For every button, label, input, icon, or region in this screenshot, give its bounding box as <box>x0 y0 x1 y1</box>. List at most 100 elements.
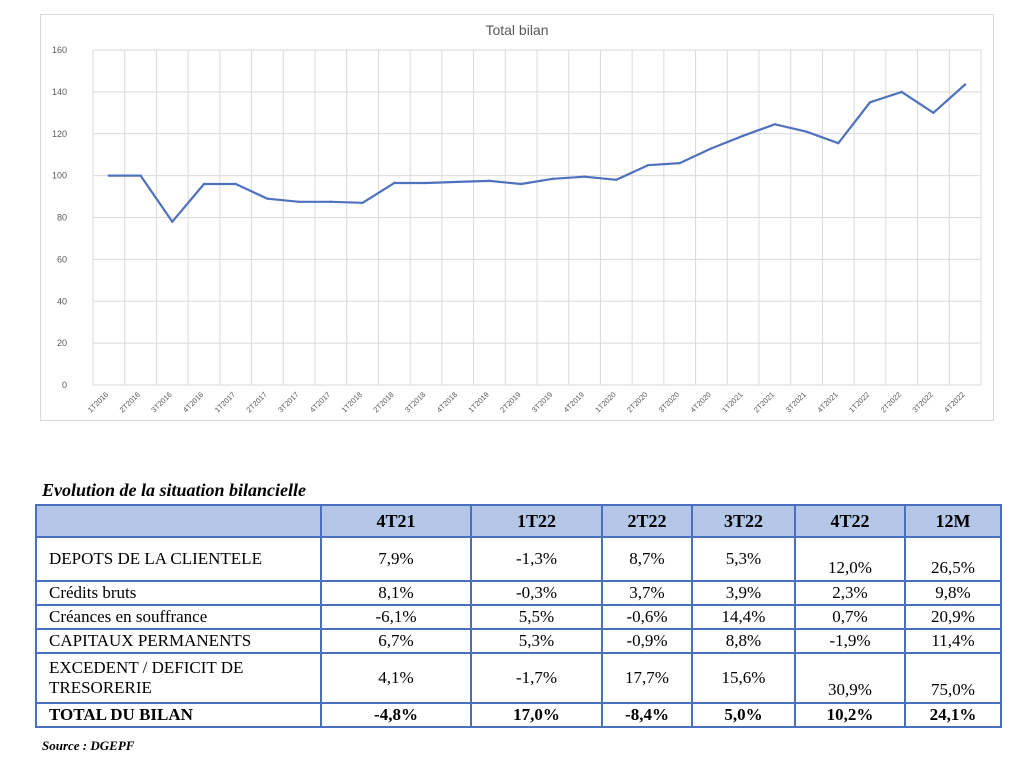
table-cell: -1,9% <box>794 628 906 654</box>
table-header-row: 4T21 1T22 2T22 3T22 4T22 12M <box>35 504 1002 538</box>
table-cell: 12,0% <box>794 536 906 582</box>
x-tick-label: 3T2018 <box>403 390 427 414</box>
x-tick-label: 1T2022 <box>847 390 871 414</box>
x-tick-label: 2T2020 <box>625 390 649 414</box>
x-tick-label: 3T2021 <box>784 390 808 414</box>
table-cell: 8,1% <box>320 580 472 606</box>
x-tick-label: 4T2021 <box>815 390 839 414</box>
y-tick-label: 80 <box>57 213 67 223</box>
x-tick-label: 1T2021 <box>720 390 744 414</box>
x-axis-ticks: 1T2016 2T2016 3T2016 4T2016 1T2017 2T2017 3T20… <box>86 390 967 414</box>
row-label: Créances en souffrance <box>35 604 322 630</box>
x-tick-label: 4T2017 <box>308 390 332 414</box>
x-tick-label: 1T2020 <box>593 390 617 414</box>
x-tick-label: 1T2019 <box>466 390 490 414</box>
data-point <box>297 200 301 203</box>
data-point <box>678 161 681 165</box>
table-row: DEPOTS DE LA CLIENTELE 7,9% -1,3% 8,7% 5… <box>35 536 1002 582</box>
data-point <box>519 182 523 186</box>
data-point <box>868 101 872 104</box>
data-point <box>773 123 777 126</box>
table-row: Créances en souffrance -6,1% 5,5% -0,6% … <box>35 604 1002 630</box>
table-cell: 3,7% <box>601 580 693 606</box>
y-tick-label: 40 <box>57 296 67 306</box>
x-tick-label: 2T2017 <box>244 390 268 414</box>
data-point <box>488 179 491 183</box>
table-cell: 15,6% <box>691 652 796 704</box>
row-label: CAPITAUX PERMANENTS <box>35 628 322 654</box>
header-cell-1t22: 1T22 <box>470 504 603 538</box>
x-tick-label: 2T2018 <box>371 390 395 414</box>
table-cell: 7,9% <box>320 536 472 582</box>
row-label: EXCEDENT / DEFICIT DE TRESORERIE <box>35 652 322 704</box>
table-cell: 5,3% <box>470 628 603 654</box>
table-cell: 30,9% <box>794 652 906 704</box>
series-layer <box>107 83 967 223</box>
table-cell: 17,7% <box>601 652 693 704</box>
data-point <box>139 174 142 177</box>
data-point <box>393 181 396 185</box>
table-cell: -1,3% <box>470 536 603 582</box>
chart-svg: Total bilan 0 20 40 60 80 100 120 140 160 1T2016… <box>52 22 982 414</box>
header-cell-12m: 12M <box>904 504 1002 538</box>
data-point <box>741 134 745 138</box>
table-cell: -1,7% <box>470 652 603 704</box>
row-label: DEPOTS DE LA CLIENTELE <box>35 536 322 582</box>
table-cell: -0,6% <box>601 604 693 630</box>
x-tick-label: 4T2016 <box>181 390 205 414</box>
data-point <box>932 111 935 115</box>
table-row: EXCEDENT / DEFICIT DE TRESORERIE 4,1% -1… <box>35 652 1002 704</box>
data-point <box>551 177 555 180</box>
table-cell: 3,9% <box>691 580 796 606</box>
x-tick-label: 2T2019 <box>498 390 522 414</box>
data-point <box>963 83 967 86</box>
table-cell: 4,1% <box>320 652 472 704</box>
header-cell-2t22: 2T22 <box>601 504 693 538</box>
table-cell: 20,9% <box>904 604 1002 630</box>
data-point <box>837 141 840 145</box>
table-cell: 5,3% <box>691 536 796 582</box>
table-cell: 6,7% <box>320 628 472 654</box>
x-tick-label: 4T2022 <box>942 390 966 414</box>
table-cell: 17,0% <box>470 702 603 728</box>
x-tick-label: 3T2019 <box>530 390 554 414</box>
x-tick-label: 1T2017 <box>213 390 237 414</box>
table-cell: -8,4% <box>601 702 693 728</box>
x-tick-label: 3T2020 <box>657 390 681 414</box>
header-cell-4t22: 4T22 <box>794 504 906 538</box>
table-cell: -0,9% <box>601 628 693 654</box>
data-point <box>202 182 206 186</box>
x-tick-label: 1T2016 <box>86 390 110 414</box>
data-point <box>107 174 111 177</box>
x-tick-label: 1T2018 <box>340 390 364 414</box>
x-tick-label: 3T2016 <box>149 390 173 414</box>
table-cell: 8,7% <box>601 536 693 582</box>
chart-title: Total bilan <box>485 22 548 38</box>
table-cell: 8,8% <box>691 628 796 654</box>
line-chart: Total bilan 0 20 40 60 80 100 120 140 160 1T2016… <box>40 14 994 421</box>
data-point <box>266 197 269 200</box>
y-axis-ticks: 0 20 40 60 80 100 120 140 160 <box>52 45 67 390</box>
header-cell-3t22: 3T22 <box>691 504 796 538</box>
y-tick-label: 100 <box>52 171 67 181</box>
x-tick-label: 2T2021 <box>752 390 776 414</box>
table-row-total: TOTAL DU BILAN -4,8% 17,0% -8,4% 5,0% 10… <box>35 702 1002 728</box>
table-row: CAPITAUX PERMANENTS 6,7% 5,3% -0,9% 8,8%… <box>35 628 1002 654</box>
source-note: Source : DGEPF <box>42 738 135 753</box>
x-tick-label: 3T2017 <box>276 390 300 414</box>
data-point <box>583 175 586 178</box>
row-label: Crédits bruts <box>35 580 322 606</box>
data-point <box>361 201 364 205</box>
y-tick-label: 20 <box>57 338 67 348</box>
header-cell-4t21: 4T21 <box>320 504 472 538</box>
data-point <box>646 163 650 167</box>
table-cell: 5,5% <box>470 604 603 630</box>
y-tick-label: 60 <box>57 254 67 264</box>
table-cell: 10,2% <box>794 702 906 728</box>
header-cell-blank <box>35 504 322 538</box>
data-point <box>234 182 237 186</box>
table-cell: 9,8% <box>904 580 1002 606</box>
table-cell: 2,3% <box>794 580 906 606</box>
table-cell: 24,1% <box>904 702 1002 728</box>
balance-sheet-table: 4T21 1T22 2T22 3T22 4T22 12M DEPOTS DE L… <box>35 504 1002 728</box>
